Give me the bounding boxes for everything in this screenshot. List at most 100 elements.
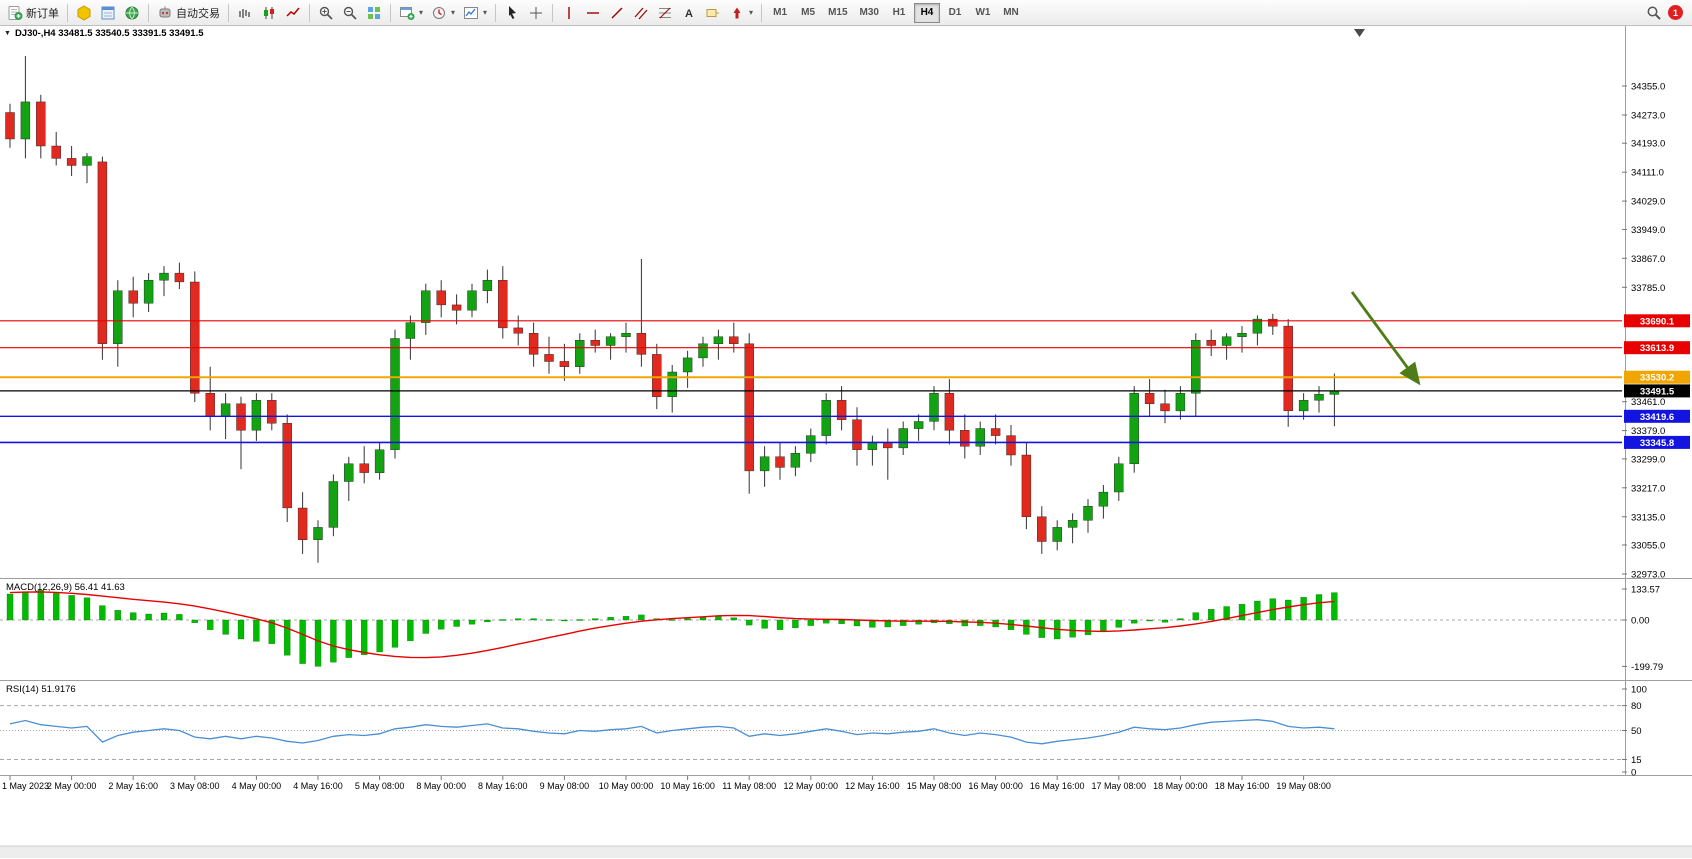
zoom-in-button[interactable] xyxy=(314,2,338,24)
autotrading-label: 自动交易 xyxy=(176,7,220,20)
chart-ohlc-header: ▼ DJ30-,H4 33481.5 33540.5 33391.5 33491… xyxy=(4,28,204,39)
text-icon: A xyxy=(685,8,693,20)
tf-m30-button[interactable]: M30 xyxy=(855,3,884,23)
vertical-line-button[interactable] xyxy=(557,2,581,24)
toolbar-separator xyxy=(761,3,763,22)
label-button[interactable] xyxy=(701,2,725,24)
svg-text:12 May 00:00: 12 May 00:00 xyxy=(784,781,839,791)
crosshair-button[interactable] xyxy=(524,2,548,24)
tile-windows-button[interactable] xyxy=(362,2,386,24)
fibonacci-button[interactable] xyxy=(653,2,677,24)
svg-text:1 May 2023: 1 May 2023 xyxy=(2,781,49,791)
svg-text:11 May 08:00: 11 May 08:00 xyxy=(722,781,776,791)
tf-d1-button[interactable]: D1 xyxy=(942,3,968,23)
template-icon xyxy=(464,6,479,19)
macd-signal-line xyxy=(9,591,1335,659)
new-chart-button[interactable]: ▾ xyxy=(395,2,427,24)
tf-m1-button[interactable]: M1 xyxy=(767,3,793,23)
svg-text:-199.79: -199.79 xyxy=(1631,662,1663,673)
data-window-button[interactable] xyxy=(96,2,120,24)
svg-text:33461.0: 33461.0 xyxy=(1631,397,1665,408)
search-button[interactable] xyxy=(1642,2,1666,24)
svg-text:33379.0: 33379.0 xyxy=(1631,426,1665,437)
svg-text:33530.2: 33530.2 xyxy=(1640,373,1674,384)
svg-text:8 May 00:00: 8 May 00:00 xyxy=(416,781,466,791)
tf-h1-button[interactable]: H1 xyxy=(886,3,912,23)
svg-text:10 May 00:00: 10 May 00:00 xyxy=(599,781,654,791)
channel-icon xyxy=(634,7,648,19)
price-lines-layer[interactable] xyxy=(0,320,1622,444)
svg-text:8 May 16:00: 8 May 16:00 xyxy=(478,781,528,791)
svg-text:4 May 16:00: 4 May 16:00 xyxy=(293,781,343,791)
toolbar-separator xyxy=(228,3,229,22)
arrow-object-icon xyxy=(733,7,741,18)
templates-button[interactable]: ▾ xyxy=(459,2,491,24)
metaeditor-button[interactable] xyxy=(72,2,96,24)
tf-m15-button[interactable]: M15 xyxy=(823,3,852,23)
zoom-in-icon xyxy=(319,6,333,20)
chart-shift-marker[interactable] xyxy=(1354,29,1365,37)
tf-w1-button[interactable]: W1 xyxy=(970,3,996,23)
panel-separators[interactable] xyxy=(0,26,1692,776)
svg-text:33055.0: 33055.0 xyxy=(1631,541,1665,552)
periods-button[interactable]: ▾ xyxy=(427,2,459,24)
text-button[interactable]: A xyxy=(677,2,701,24)
cursor-button[interactable] xyxy=(500,2,524,24)
notification-badge[interactable]: 1 xyxy=(1668,5,1683,20)
svg-text:33217.0: 33217.0 xyxy=(1631,483,1665,494)
chevron-down-icon: ▾ xyxy=(483,8,488,17)
svg-text:33949.0: 33949.0 xyxy=(1631,225,1665,236)
svg-text:50: 50 xyxy=(1631,726,1642,737)
zoom-out-button[interactable] xyxy=(338,2,362,24)
trendline-icon xyxy=(611,7,623,18)
svg-text:3 May 08:00: 3 May 08:00 xyxy=(170,781,220,791)
svg-text:0.00: 0.00 xyxy=(1631,616,1650,627)
trendline-button[interactable] xyxy=(605,2,629,24)
toolbar-separator xyxy=(67,3,68,22)
candlestick-icon xyxy=(264,6,274,19)
toolbar-separator xyxy=(148,3,149,22)
vertical-line-icon xyxy=(568,6,570,19)
line-chart-button[interactable] xyxy=(281,2,305,24)
rsi-indicator-label: RSI(14) 51.9176 xyxy=(6,684,76,695)
tf-m5-button[interactable]: M5 xyxy=(795,3,821,23)
price-tags: 33690.1 33613.9 33530.2 33491.5 33419.6 33345… xyxy=(1624,314,1690,449)
one-click-trading-toggle[interactable]: ▼ xyxy=(4,30,11,37)
bar-chart-icon xyxy=(239,8,250,18)
zoom-out-icon xyxy=(343,6,357,20)
svg-text:18 May 16:00: 18 May 16:00 xyxy=(1215,781,1270,791)
fibonacci-icon xyxy=(659,7,672,18)
svg-text:15 May 08:00: 15 May 08:00 xyxy=(907,781,962,791)
svg-text:17 May 08:00: 17 May 08:00 xyxy=(1092,781,1147,791)
rsi-line xyxy=(9,719,1335,745)
chevron-down-icon: ▾ xyxy=(419,8,424,17)
svg-text:33135.0: 33135.0 xyxy=(1631,512,1665,523)
svg-text:34273.0: 34273.0 xyxy=(1631,111,1665,122)
tf-h4-button[interactable]: H4 xyxy=(913,2,940,23)
mql5-community-button[interactable] xyxy=(120,2,144,24)
svg-text:12 May 16:00: 12 May 16:00 xyxy=(845,781,900,791)
bar-chart-button[interactable] xyxy=(233,2,257,24)
chart-canvas[interactable]: 34355.0 34273.0 34193.0 34111.0 34029.0 33949… xyxy=(0,26,1692,858)
chart-window[interactable]: 34355.0 34273.0 34193.0 34111.0 34029.0 33949… xyxy=(0,26,1692,858)
candlestick-chart-button[interactable] xyxy=(257,2,281,24)
svg-text:4 May 00:00: 4 May 00:00 xyxy=(232,781,282,791)
cursor-icon xyxy=(509,5,517,19)
svg-text:33419.6: 33419.6 xyxy=(1640,412,1674,423)
svg-text:33690.1: 33690.1 xyxy=(1640,316,1675,327)
annotation-arrow[interactable] xyxy=(1350,291,1421,386)
data-window-icon xyxy=(101,6,115,19)
horizontal-line-button[interactable] xyxy=(581,2,605,24)
toolbar-separator xyxy=(390,3,391,22)
svg-text:34355.0: 34355.0 xyxy=(1631,82,1665,93)
svg-text:34029.0: 34029.0 xyxy=(1631,197,1665,208)
autotrading-button[interactable]: 自动交易 xyxy=(153,2,224,24)
svg-text:19 May 08:00: 19 May 08:00 xyxy=(1276,781,1331,791)
arrows-button[interactable]: ▾ xyxy=(725,2,757,24)
svg-text:33491.5: 33491.5 xyxy=(1640,386,1675,397)
candles-layer[interactable] xyxy=(5,56,1340,563)
channel-button[interactable] xyxy=(629,2,653,24)
new-order-button[interactable]: 新订单 xyxy=(3,2,63,24)
tf-mn-button[interactable]: MN xyxy=(998,3,1024,23)
